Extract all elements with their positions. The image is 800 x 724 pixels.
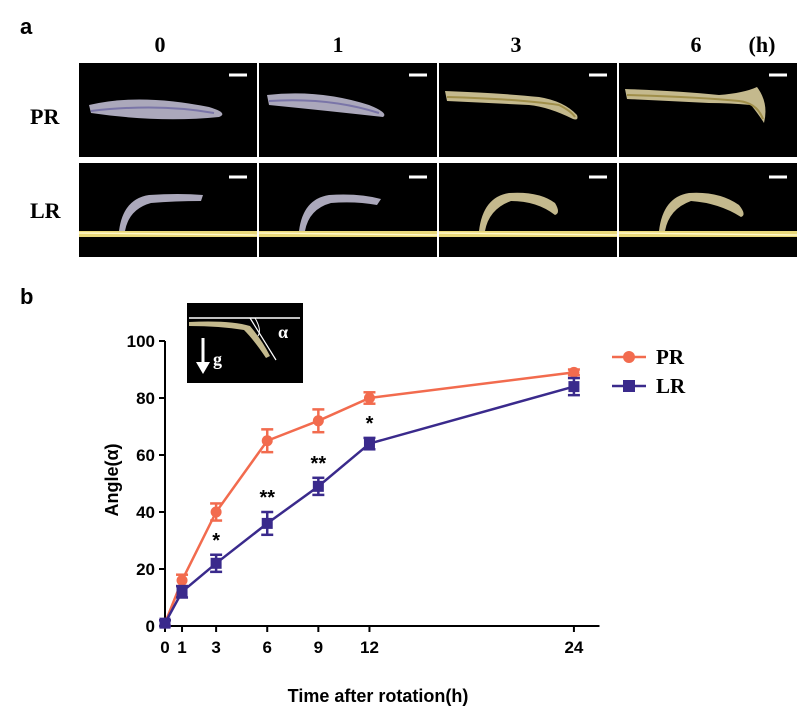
y-tick-label: 80 [136,389,155,408]
inset-image: g α [187,303,303,383]
time-unit-label: (h) [748,32,776,57]
y-tick-label: 0 [146,617,155,636]
row-label-pr: PR [30,104,60,129]
significance-marker: * [212,530,220,552]
photo-pr-0h [79,63,257,157]
data-point-lr [210,557,222,569]
legend-marker-pr [623,351,635,363]
significance-marker: ** [259,487,275,509]
significance-marker: * [366,413,374,435]
time-label-0: 0 [154,32,166,57]
x-tick-label: 24 [564,638,583,657]
photo-lr-6h [619,163,797,257]
x-tick-label: 6 [262,638,271,657]
x-tick-label: 12 [360,638,379,657]
data-point-lr [363,438,375,450]
series-line-pr [163,371,575,624]
data-point-pr [210,506,222,518]
photo-pr-1h [259,63,437,157]
chart-series: ****** [159,366,580,629]
data-point-pr [363,392,375,404]
panel-a-label: a [20,14,33,39]
chart-legend: PR LR [612,345,686,398]
x-tick-label: 1 [177,638,186,657]
x-axis-title: Time after rotation(h) [288,686,469,706]
data-point-pr [176,574,188,586]
significance-marker: ** [311,453,327,475]
y-tick-label: 40 [136,503,155,522]
inset-g-label: g [213,349,222,369]
data-point-lr [312,480,324,492]
data-point-lr [568,381,580,393]
x-tick-label: 0 [160,638,169,657]
photo-lr-3h [439,163,617,257]
data-point-pr [312,415,324,427]
x-tick-label: 9 [314,638,323,657]
legend-marker-lr [623,380,635,392]
legend-label-lr: LR [656,374,686,398]
data-point-lr [159,617,171,629]
data-point-pr [261,435,273,447]
data-point-pr [568,366,580,378]
data-point-lr [261,517,273,529]
row-label-lr: LR [30,198,61,223]
time-label-3: 3 [510,32,522,57]
photo-pr-6h [619,63,797,157]
photo-lr-0h [79,163,257,257]
y-tick-label: 20 [136,560,155,579]
inset-alpha-label: α [278,322,288,342]
photo-pr-3h [439,63,617,157]
panel-b-label: b [20,284,34,309]
time-label-1: 1 [332,32,344,57]
time-label-6: 6 [690,32,702,57]
y-axis-title: Angle(α) [102,443,122,516]
y-tick-label: 100 [127,332,155,351]
data-point-lr [176,586,188,598]
x-tick-label: 3 [211,638,220,657]
y-tick-label: 60 [136,446,155,465]
photo-lr-1h [259,163,437,257]
legend-label-pr: PR [656,345,685,369]
